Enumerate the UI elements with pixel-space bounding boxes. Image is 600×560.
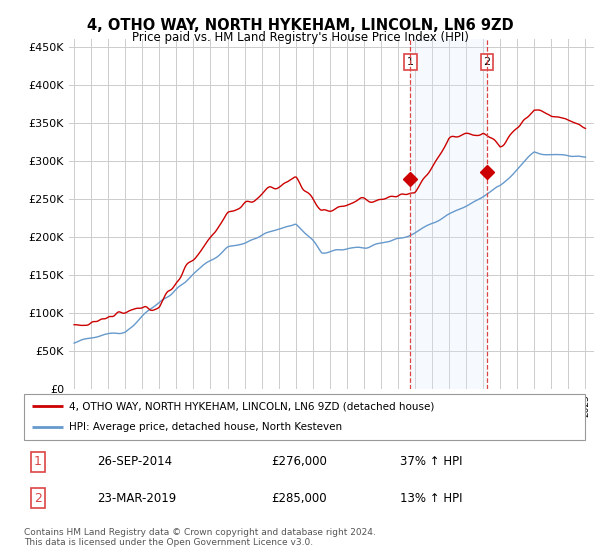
Text: HPI: Average price, detached house, North Kesteven: HPI: Average price, detached house, Nort… [69, 422, 342, 432]
Text: 2: 2 [34, 492, 42, 505]
Text: Price paid vs. HM Land Registry's House Price Index (HPI): Price paid vs. HM Land Registry's House … [131, 31, 469, 44]
Text: 23-MAR-2019: 23-MAR-2019 [97, 492, 176, 505]
Text: £276,000: £276,000 [271, 455, 327, 468]
Text: 2: 2 [484, 57, 491, 67]
Text: 4, OTHO WAY, NORTH HYKEHAM, LINCOLN, LN6 9ZD: 4, OTHO WAY, NORTH HYKEHAM, LINCOLN, LN6… [86, 18, 514, 33]
Text: 1: 1 [34, 455, 42, 468]
Text: 4, OTHO WAY, NORTH HYKEHAM, LINCOLN, LN6 9ZD (detached house): 4, OTHO WAY, NORTH HYKEHAM, LINCOLN, LN6… [69, 401, 434, 411]
Text: 1: 1 [407, 57, 414, 67]
Text: 26-SEP-2014: 26-SEP-2014 [97, 455, 172, 468]
Bar [410, 39, 487, 389]
Text: £285,000: £285,000 [271, 492, 326, 505]
Text: 13% ↑ HPI: 13% ↑ HPI [400, 492, 463, 505]
Text: Contains HM Land Registry data © Crown copyright and database right 2024.
This d: Contains HM Land Registry data © Crown c… [24, 528, 376, 547]
Text: 37% ↑ HPI: 37% ↑ HPI [400, 455, 463, 468]
